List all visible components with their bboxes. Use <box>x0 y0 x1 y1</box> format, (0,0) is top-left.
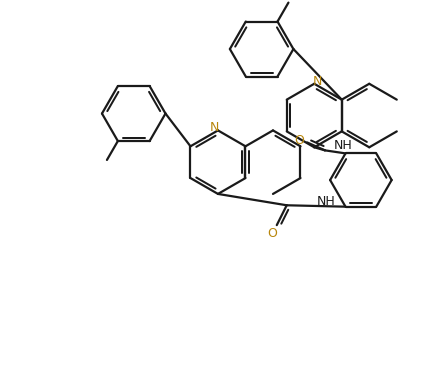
Text: O: O <box>294 134 304 147</box>
Text: O: O <box>267 226 277 239</box>
Text: N: N <box>313 75 322 88</box>
Text: NH: NH <box>334 139 353 152</box>
Text: N: N <box>209 121 219 134</box>
Text: NH: NH <box>317 195 335 208</box>
